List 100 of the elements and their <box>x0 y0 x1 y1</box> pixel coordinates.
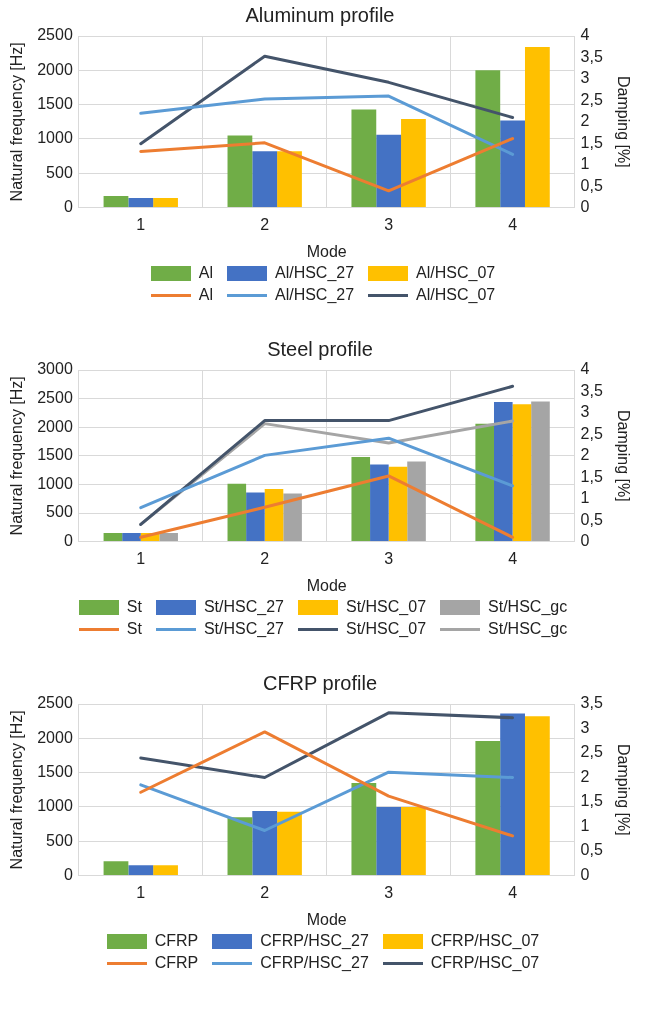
bar <box>227 483 247 542</box>
bar <box>103 533 123 542</box>
bar <box>524 46 550 208</box>
x-tick-label: 1 <box>136 549 146 567</box>
y-tick-label: 1500 <box>37 95 73 113</box>
y-tick-label: 1000 <box>37 474 73 492</box>
bar <box>246 492 265 542</box>
y-tick-label: 2000 <box>37 728 73 746</box>
legend-label: St/HSC_27 <box>203 598 284 616</box>
y2-tick-label: 1 <box>580 155 590 173</box>
bar <box>376 134 402 208</box>
legend-label: Al <box>198 264 213 282</box>
y2-tick-label: 1,5 <box>580 792 603 810</box>
y2-tick-label: 3 <box>580 403 590 421</box>
y2-tick-label: 2,5 <box>580 424 603 442</box>
chart-title: Aluminum profile <box>245 3 395 26</box>
bar <box>153 197 178 208</box>
bar <box>500 713 525 876</box>
bar <box>122 533 141 542</box>
x-tick-label: 2 <box>260 549 270 567</box>
x-tick-label: 1 <box>136 883 146 901</box>
y2-tick-label: 2 <box>580 767 590 785</box>
bar <box>407 461 426 542</box>
x-axis-title: Mode <box>306 576 347 594</box>
y2-tick-label: 0 <box>580 866 590 884</box>
bar <box>252 811 278 876</box>
bar <box>159 533 178 542</box>
bar <box>531 401 550 542</box>
bar <box>227 817 253 876</box>
legend-label: Al/HSC_07 <box>416 264 496 282</box>
y2-tick-label: 3 <box>580 69 590 87</box>
x-tick-label: 4 <box>508 549 518 567</box>
y-tick-label: 0 <box>63 198 73 216</box>
x-tick-label: 3 <box>384 215 394 233</box>
y-tick-label: 2500 <box>37 26 73 44</box>
bar <box>370 464 389 542</box>
y-tick-label: 1000 <box>37 129 73 147</box>
x-tick-label: 3 <box>384 549 394 567</box>
bar <box>512 404 532 542</box>
y-tick-label: 0 <box>63 866 73 884</box>
chart-title: CFRP profile <box>262 671 378 694</box>
bar <box>227 135 253 208</box>
bar <box>103 195 129 208</box>
x-tick-label: 4 <box>508 215 518 233</box>
bar <box>388 466 408 542</box>
legend-label: Al/HSC_27 <box>274 264 355 282</box>
y-tick-label: 1000 <box>37 797 73 815</box>
bar <box>351 782 377 876</box>
y-axis-title: Natural frequency [Hz] <box>8 42 26 202</box>
bar <box>475 70 501 208</box>
y-tick-label: 500 <box>46 831 73 849</box>
legend-label: St/HSC_07 <box>345 598 427 616</box>
bar <box>264 488 284 542</box>
x-tick-label: 1 <box>136 215 146 233</box>
y2-tick-label: 0 <box>580 532 590 550</box>
y-axis-title: Natural frequency [Hz] <box>8 376 26 536</box>
bar <box>128 197 154 208</box>
bar <box>401 806 426 876</box>
y2-tick-label: 1,5 <box>580 467 603 485</box>
y2-tick-label: 2,5 <box>580 90 603 108</box>
x-tick-label: 2 <box>260 215 270 233</box>
y2-tick-label: 2 <box>580 446 590 464</box>
x-axis-title: Mode <box>306 242 347 260</box>
y-tick-label: 500 <box>46 163 73 181</box>
bar <box>283 493 302 542</box>
bar <box>277 151 302 208</box>
y-tick-label: 2000 <box>37 417 73 435</box>
legend-label: St <box>126 598 142 616</box>
y-tick-label: 2500 <box>37 694 73 712</box>
x-tick-label: 2 <box>260 883 270 901</box>
bar <box>475 741 501 876</box>
legend-label: St <box>126 620 142 638</box>
y-tick-label: 3000 <box>37 360 73 378</box>
y2-tick-label: 1,5 <box>580 133 603 151</box>
chart-title: Steel profile <box>267 337 373 360</box>
y2-tick-label: 1 <box>580 489 590 507</box>
y2-tick-label: 0 <box>580 198 590 216</box>
y2-tick-label: 0,5 <box>580 176 603 194</box>
legend-label: Al/HSC_07 <box>416 286 496 304</box>
y2-tick-label: 3,5 <box>580 47 603 65</box>
y2-axis-title: Damping [%] <box>614 410 632 502</box>
y2-tick-label: 4 <box>580 360 590 378</box>
legend-label: Al <box>198 286 213 304</box>
y2-tick-label: 4 <box>580 26 590 44</box>
legend-label: St/HSC_gc <box>488 620 568 638</box>
y2-tick-label: 2,5 <box>580 743 603 761</box>
legend-label: St/HSC_gc <box>488 598 568 616</box>
bar <box>494 402 513 542</box>
y-tick-label: 2500 <box>37 389 73 407</box>
legend-label: CFRP/HSC_07 <box>430 954 540 972</box>
legend-label: CFRP <box>154 954 199 972</box>
y2-tick-label: 3,5 <box>580 381 603 399</box>
bar <box>401 119 426 208</box>
bar <box>524 716 550 876</box>
bar <box>153 865 178 876</box>
x-axis-title: Mode <box>306 910 347 928</box>
x-tick-label: 3 <box>384 883 394 901</box>
legend-label: CFRP/HSC_27 <box>260 954 369 972</box>
bar <box>351 456 371 542</box>
y-axis-title: Natural frequency [Hz] <box>8 710 26 870</box>
